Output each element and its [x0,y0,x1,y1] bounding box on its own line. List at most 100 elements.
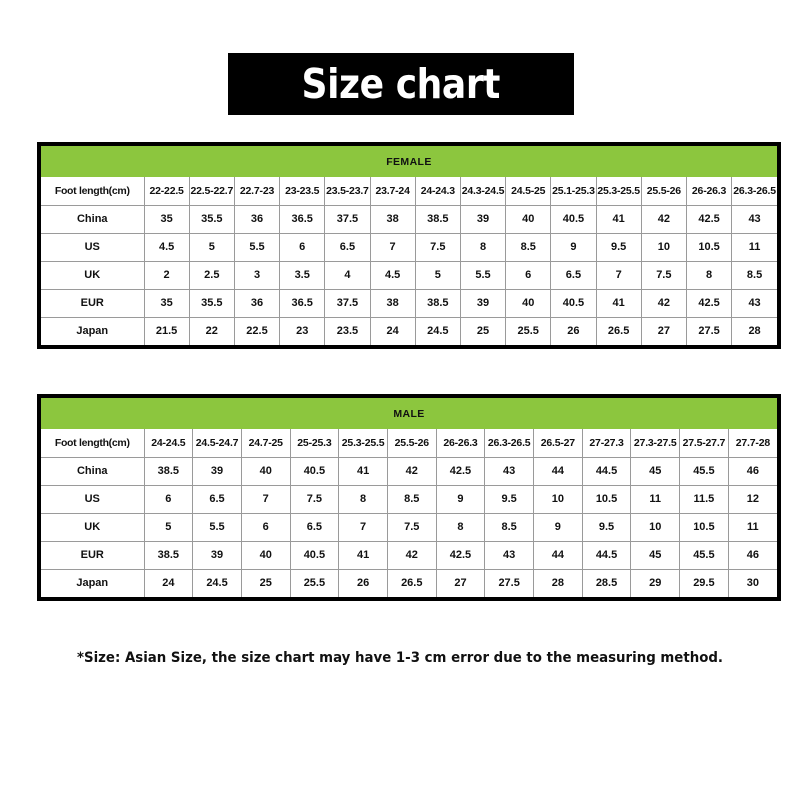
female-gender-bar: FEMALE [41,146,777,177]
male-foot-length-cell-2: 24.7-25 [241,429,291,458]
female-china-cell-10: 41 [596,205,642,234]
male-uk-cell-3: 6.5 [290,513,340,542]
female-uk-cell-3: 3.5 [279,261,326,290]
male-china-cell-9: 44.5 [582,457,632,486]
male-china-cell-0: 38.5 [144,457,194,486]
male-japan-cell-2: 25 [241,569,291,597]
female-foot-length-cell-5: 23.7-24 [370,177,416,206]
male-uk-cell-6: 8 [436,513,486,542]
male-row-label-china: China [41,457,145,486]
female-uk-cell-12: 8 [686,261,733,290]
female-eur-cell-8: 40 [505,289,552,318]
male-row-label-japan: Japan [41,569,145,597]
male-us-cell-2: 7 [241,485,291,514]
female-us-cell-9: 9 [550,233,597,262]
female-us-cell-0: 4.5 [144,233,190,262]
female-japan-cell-10: 26.5 [596,317,642,345]
male-china-cell-11: 45.5 [679,457,729,486]
male-table-body: Foot length(cm) 24-24.5 24.5-24.7 24.7-25 25… [41,429,777,597]
male-uk-cell-0: 5 [144,513,194,542]
female-us-cell-4: 6.5 [324,233,371,262]
male-china-cell-12: 46 [728,457,777,486]
male-eur-cell-1: 39 [192,541,242,570]
male-us-cell-4: 8 [338,485,388,514]
male-china-cell-2: 40 [241,457,291,486]
female-row-label-eur: EUR [41,289,145,318]
female-us-cell-12: 10.5 [686,233,733,262]
male-japan-cell-6: 27 [436,569,486,597]
female-us-cell-3: 6 [279,233,326,262]
female-size-table: FEMALE Foot length(cm) 22-22.5 22.5-22.7 22… [37,142,781,349]
male-foot-length-cell-8: 26.5-27 [533,429,583,458]
male-us-cell-6: 9 [436,485,486,514]
female-eur-cell-0: 35 [144,289,190,318]
female-foot-length-cell-11: 25.5-26 [641,177,687,206]
male-eur-cell-4: 41 [338,541,388,570]
female-eur-cell-12: 42.5 [686,289,733,318]
male-china-cell-7: 43 [484,457,534,486]
male-foot-length-cell-10: 27.3-27.5 [630,429,681,458]
male-us-cell-7: 9.5 [484,485,534,514]
female-eur-cell-7: 39 [460,289,507,318]
male-japan-cell-0: 24 [144,569,194,597]
female-foot-length-cell-13: 26.3-26.5 [731,177,777,206]
male-eur-cell-12: 46 [728,541,777,570]
female-table-body: Foot length(cm) 22-22.5 22.5-22.7 22.7-23 23… [41,177,777,345]
table-row: Japan 24 24.5 25 25.5 26 26.5 27 27.5 28 28.5 29 29.… [41,569,777,597]
male-foot-length-header-row: Foot length(cm) 24-24.5 24.5-24.7 24.7-25 25… [41,429,777,458]
female-eur-cell-5: 38 [370,289,416,318]
table-row: Japan 21.5 22 22.5 23 23.5 24 24.5 25 25.5 26 26.5 2… [41,317,777,345]
female-foot-length-cell-3: 23-23.5 [279,177,326,206]
male-row-label-eur: EUR [41,541,145,570]
female-us-cell-7: 8 [460,233,507,262]
male-row-label-uk: UK [41,513,145,542]
male-china-cell-10: 45 [630,457,681,486]
female-uk-cell-7: 5.5 [460,261,507,290]
title-banner: Size chart [228,53,574,115]
female-eur-cell-6: 38.5 [415,289,461,318]
male-us-cell-8: 10 [533,485,583,514]
female-eur-cell-9: 40.5 [550,289,597,318]
female-uk-cell-2: 3 [234,261,281,290]
female-china-cell-12: 42.5 [686,205,733,234]
male-china-cell-4: 41 [338,457,388,486]
male-uk-cell-2: 6 [241,513,291,542]
male-japan-cell-8: 28 [533,569,583,597]
male-eur-cell-10: 45 [630,541,681,570]
male-us-cell-0: 6 [144,485,194,514]
female-uk-cell-1: 2.5 [189,261,235,290]
male-uk-cell-9: 9.5 [582,513,632,542]
female-uk-cell-4: 4 [324,261,371,290]
male-japan-cell-9: 28.5 [582,569,632,597]
table-row: UK 2 2.5 3 3.5 4 4.5 5 5.5 6 6.5 7 7.5 8 8.5 [41,261,777,290]
female-foot-length-header-row: Foot length(cm) 22-22.5 22.5-22.7 22.7-23 23… [41,177,777,206]
female-china-cell-3: 36.5 [279,205,326,234]
male-japan-cell-12: 30 [746,577,759,590]
male-eur-cell-5: 42 [387,541,437,570]
male-china-cell-5: 42 [387,457,437,486]
female-us-cell-6: 7.5 [415,233,461,262]
table-row: UK 5 5.5 6 6.5 7 7.5 8 8.5 9 9.5 10 10.5 11 [41,513,777,542]
female-japan-cell-4: 23.5 [324,317,371,345]
female-foot-length-label: Foot length(cm) [41,177,145,206]
female-eur-cell-4: 37.5 [324,289,371,318]
female-us-cell-8: 8.5 [505,233,552,262]
male-eur-cell-11: 45.5 [679,541,729,570]
female-eur-cell-10: 41 [596,289,642,318]
female-foot-length-cell-9: 25.1-25.3 [550,177,597,206]
female-uk-cell-8: 6 [505,261,552,290]
male-eur-cell-7: 43 [484,541,534,570]
female-foot-length-cell-4: 23.5-23.7 [324,177,371,206]
male-japan-cell-10: 29 [630,569,681,597]
female-uk-cell-13: 8.5 [731,261,777,290]
female-china-cell-5: 38 [370,205,416,234]
female-us-cell-11: 10 [641,233,687,262]
male-foot-length-cell-9: 27-27.3 [582,429,632,458]
male-japan-cell-3: 25.5 [290,569,340,597]
female-china-cell-8: 40 [505,205,552,234]
female-japan-cell-3: 23 [279,317,326,345]
female-japan-cell-1: 22 [189,317,235,345]
female-uk-cell-6: 5 [415,261,461,290]
female-china-cell-6: 38.5 [415,205,461,234]
